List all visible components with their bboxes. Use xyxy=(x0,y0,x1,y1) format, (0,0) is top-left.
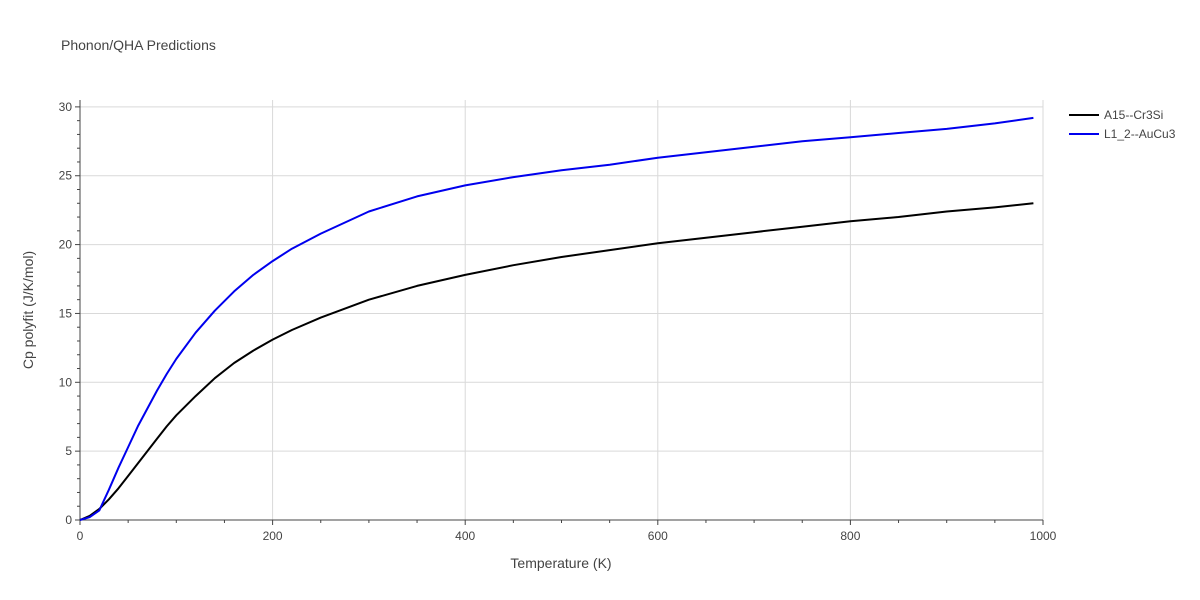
y-tick-label: 15 xyxy=(59,306,73,320)
tick-labels: 0 200 400 600 800 1000 0 5 10 15 20 25 30 xyxy=(59,100,1057,543)
y-tick-label: 20 xyxy=(59,238,73,252)
x-tick-label: 400 xyxy=(455,529,475,543)
y-tick-label: 5 xyxy=(65,444,72,458)
chart-title: Phonon/QHA Predictions xyxy=(61,37,216,53)
series-line-2[interactable] xyxy=(79,116,1034,521)
legend-label: L1_2--AuCu3 xyxy=(1104,127,1176,141)
legend[interactable]: A15--Cr3Si L1_2--AuCu3 xyxy=(1069,108,1176,141)
legend-item-1[interactable]: A15--Cr3Si xyxy=(1069,108,1163,122)
y-tick-label: 30 xyxy=(59,100,73,114)
gridlines xyxy=(80,100,1044,520)
axes xyxy=(75,100,1044,525)
legend-label: A15--Cr3Si xyxy=(1104,108,1163,122)
legend-item-2[interactable]: L1_2--AuCu3 xyxy=(1069,127,1176,141)
x-tick-label: 600 xyxy=(648,529,668,543)
y-axis-title: Cp polyfit (J/K/mol) xyxy=(20,251,36,369)
series-line-1[interactable] xyxy=(79,202,1034,521)
x-tick-label: 800 xyxy=(840,529,860,543)
y-tick-label: 25 xyxy=(59,169,73,183)
series-lines xyxy=(79,116,1034,521)
x-tick-label: 1000 xyxy=(1030,529,1057,543)
y-tick-label: 0 xyxy=(65,513,72,527)
x-tick-label: 200 xyxy=(263,529,283,543)
x-axis-title: Temperature (K) xyxy=(510,555,611,571)
y-tick-label: 10 xyxy=(59,375,73,389)
x-tick-label: 0 xyxy=(77,529,84,543)
